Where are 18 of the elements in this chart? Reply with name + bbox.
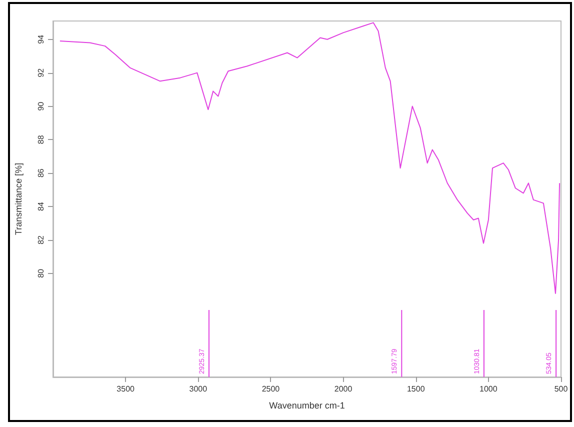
y-tick-label: 90: [36, 101, 46, 111]
y-axis-title: Transmittance [%]: [14, 162, 24, 236]
x-tick-label: 1000: [480, 384, 498, 394]
x-axis-title: Wavenumber cm-1: [269, 400, 345, 410]
x-tick-label: 500: [554, 384, 568, 394]
y-tick-label: 84: [36, 202, 46, 211]
x-tick-label: 1500: [406, 384, 426, 394]
x-tick-label: 2500: [262, 384, 280, 394]
x-tick-label: 3000: [189, 384, 208, 394]
y-tick-label: 92: [36, 68, 46, 78]
y-tick-label: 80: [36, 268, 46, 278]
y-tick-label: 86: [36, 168, 46, 178]
y-tick-label: 82: [36, 234, 46, 244]
y-tick-label: 94: [36, 34, 46, 44]
line-series: [59, 22, 560, 294]
x-tick-label: 3500: [116, 384, 136, 394]
y-tick-label: 88: [36, 134, 46, 144]
x-tick-label: 2000: [334, 384, 353, 394]
